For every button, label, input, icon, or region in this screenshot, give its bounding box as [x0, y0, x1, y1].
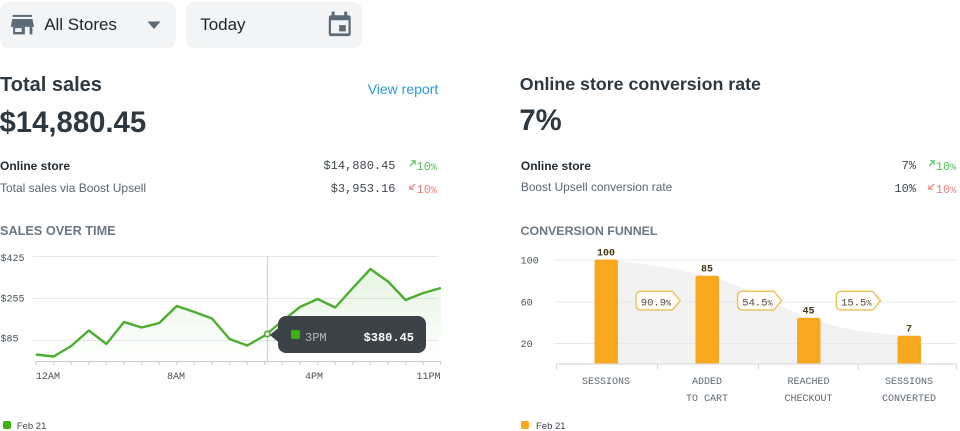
- svg-text:100: 100: [521, 257, 539, 268]
- svg-text:Feb 21: Feb 21: [536, 421, 566, 431]
- svg-text:100: 100: [597, 249, 615, 260]
- svg-text:11PM: 11PM: [416, 372, 440, 383]
- svg-text:$380.45: $380.45: [364, 331, 414, 345]
- svg-text:60: 60: [521, 299, 533, 310]
- svg-text:85: 85: [701, 265, 713, 276]
- svg-text:REACHED: REACHED: [787, 377, 829, 388]
- svg-text:$425: $425: [1, 253, 25, 265]
- svg-text:4PM: 4PM: [305, 372, 323, 383]
- svg-text:CHECKOUT: CHECKOUT: [784, 394, 832, 405]
- svg-text:45: 45: [802, 307, 814, 318]
- svg-text:8AM: 8AM: [167, 372, 185, 383]
- svg-text:3PM: 3PM: [305, 331, 327, 345]
- svg-text:CONVERTED: CONVERTED: [882, 394, 936, 405]
- svg-text:90.9%: 90.9%: [641, 297, 672, 309]
- svg-text:$255: $255: [1, 294, 25, 306]
- svg-text:7: 7: [906, 325, 912, 336]
- svg-text:ADDED: ADDED: [692, 377, 722, 388]
- svg-text:12AM: 12AM: [36, 372, 60, 383]
- svg-text:$85: $85: [1, 334, 19, 346]
- svg-text:TO CART: TO CART: [686, 394, 728, 405]
- svg-text:SESSIONS: SESSIONS: [885, 377, 933, 388]
- svg-text:Feb 21: Feb 21: [17, 421, 47, 431]
- svg-text:SESSIONS: SESSIONS: [582, 377, 630, 388]
- svg-text:20: 20: [521, 340, 533, 351]
- svg-text:15.5%: 15.5%: [841, 297, 872, 309]
- svg-text:54.5%: 54.5%: [742, 297, 773, 309]
